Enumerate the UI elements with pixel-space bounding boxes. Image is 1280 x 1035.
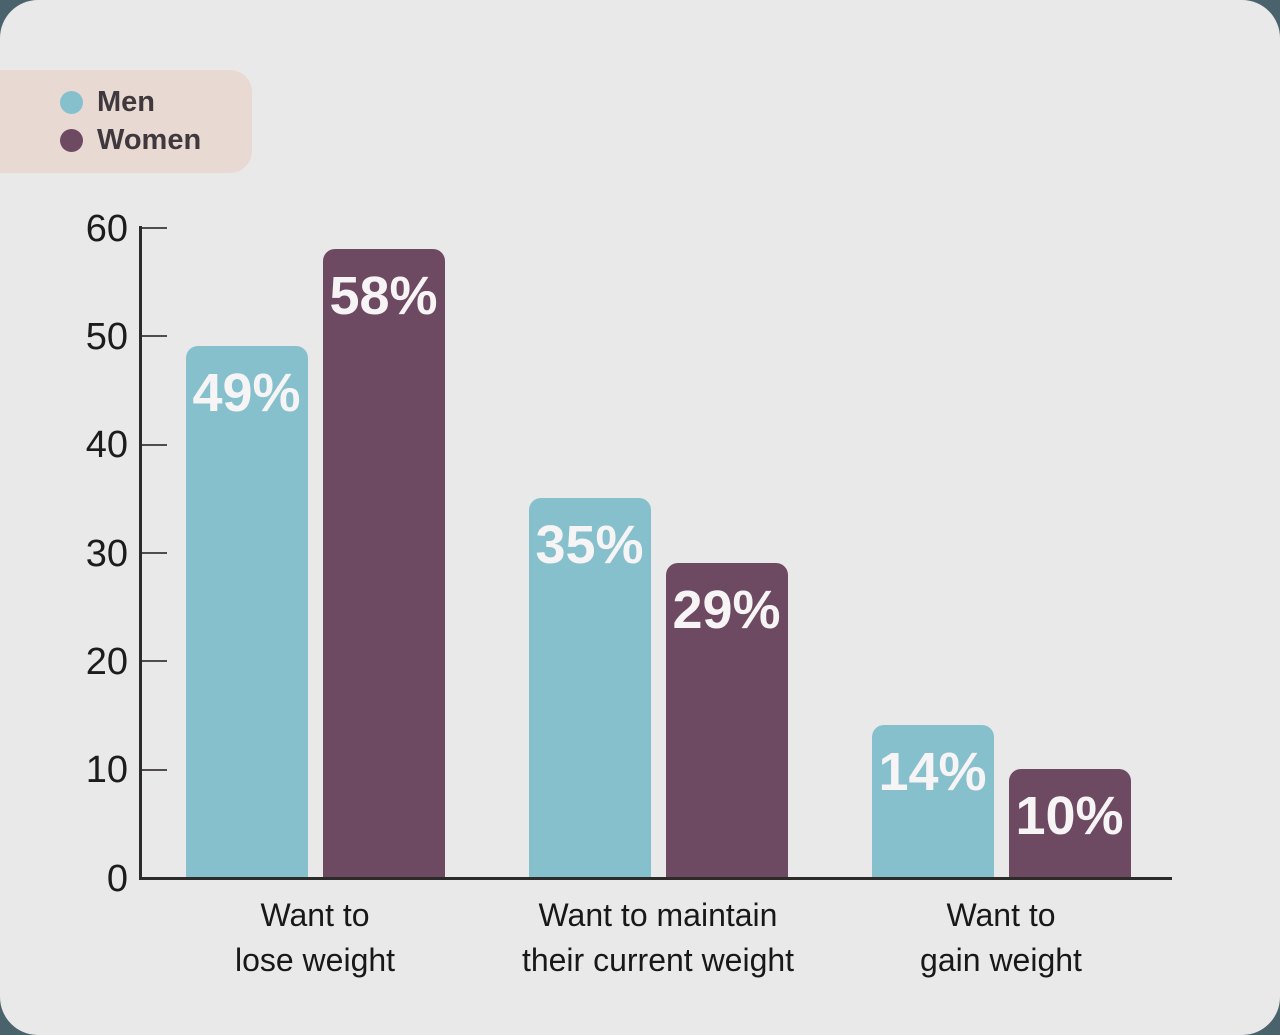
bar-value-label: 10% <box>1015 785 1124 846</box>
y-axis-tick <box>142 660 167 663</box>
bar-women-2: 10% <box>1008 768 1131 877</box>
bar-women-1: 29% <box>665 562 788 877</box>
y-axis-tick <box>142 443 167 446</box>
y-axis-line <box>139 226 142 880</box>
y-axis-tick <box>142 768 167 771</box>
women-color-dot-icon <box>60 129 83 152</box>
y-axis-tick-label: 0 <box>106 857 128 900</box>
x-axis-category-label-2: Want to gain weight <box>920 897 1082 979</box>
x-axis-category-label-0: Want to lose weight <box>234 897 396 979</box>
legend-item-label: Men <box>97 86 155 118</box>
bar-women-0: 58% <box>322 248 445 877</box>
bar-men-0: 49% <box>185 346 308 877</box>
men-color-dot-icon <box>60 91 83 114</box>
bar-men-1: 35% <box>528 497 651 877</box>
y-axis-tick-label: 40 <box>85 424 128 467</box>
x-axis-category-label-1: Want to maintain their current weight <box>521 897 795 979</box>
legend-item-label: Women <box>97 124 202 156</box>
bar-value-label: 14% <box>878 742 987 803</box>
y-axis-tick <box>142 227 167 229</box>
y-axis-tick <box>142 335 167 338</box>
bar-value-label: 35% <box>535 514 644 575</box>
bar-value-label: 29% <box>672 579 781 640</box>
legend-item-men: Men <box>60 88 252 117</box>
bar-value-label: 58% <box>329 265 438 326</box>
bar-value-label: 49% <box>192 363 301 424</box>
y-axis-tick <box>142 552 167 554</box>
y-axis-tick-label: 60 <box>85 207 128 250</box>
y-axis-tick-label: 50 <box>85 315 128 358</box>
x-axis-line <box>139 877 1172 880</box>
y-axis-tick-label: 30 <box>85 532 128 575</box>
y-axis-tick-label: 10 <box>85 749 128 792</box>
y-axis-tick-label: 20 <box>85 640 128 683</box>
legend-item-women: Women <box>60 126 252 155</box>
legend: Men Women <box>0 70 252 173</box>
bar-men-2: 14% <box>871 725 994 877</box>
